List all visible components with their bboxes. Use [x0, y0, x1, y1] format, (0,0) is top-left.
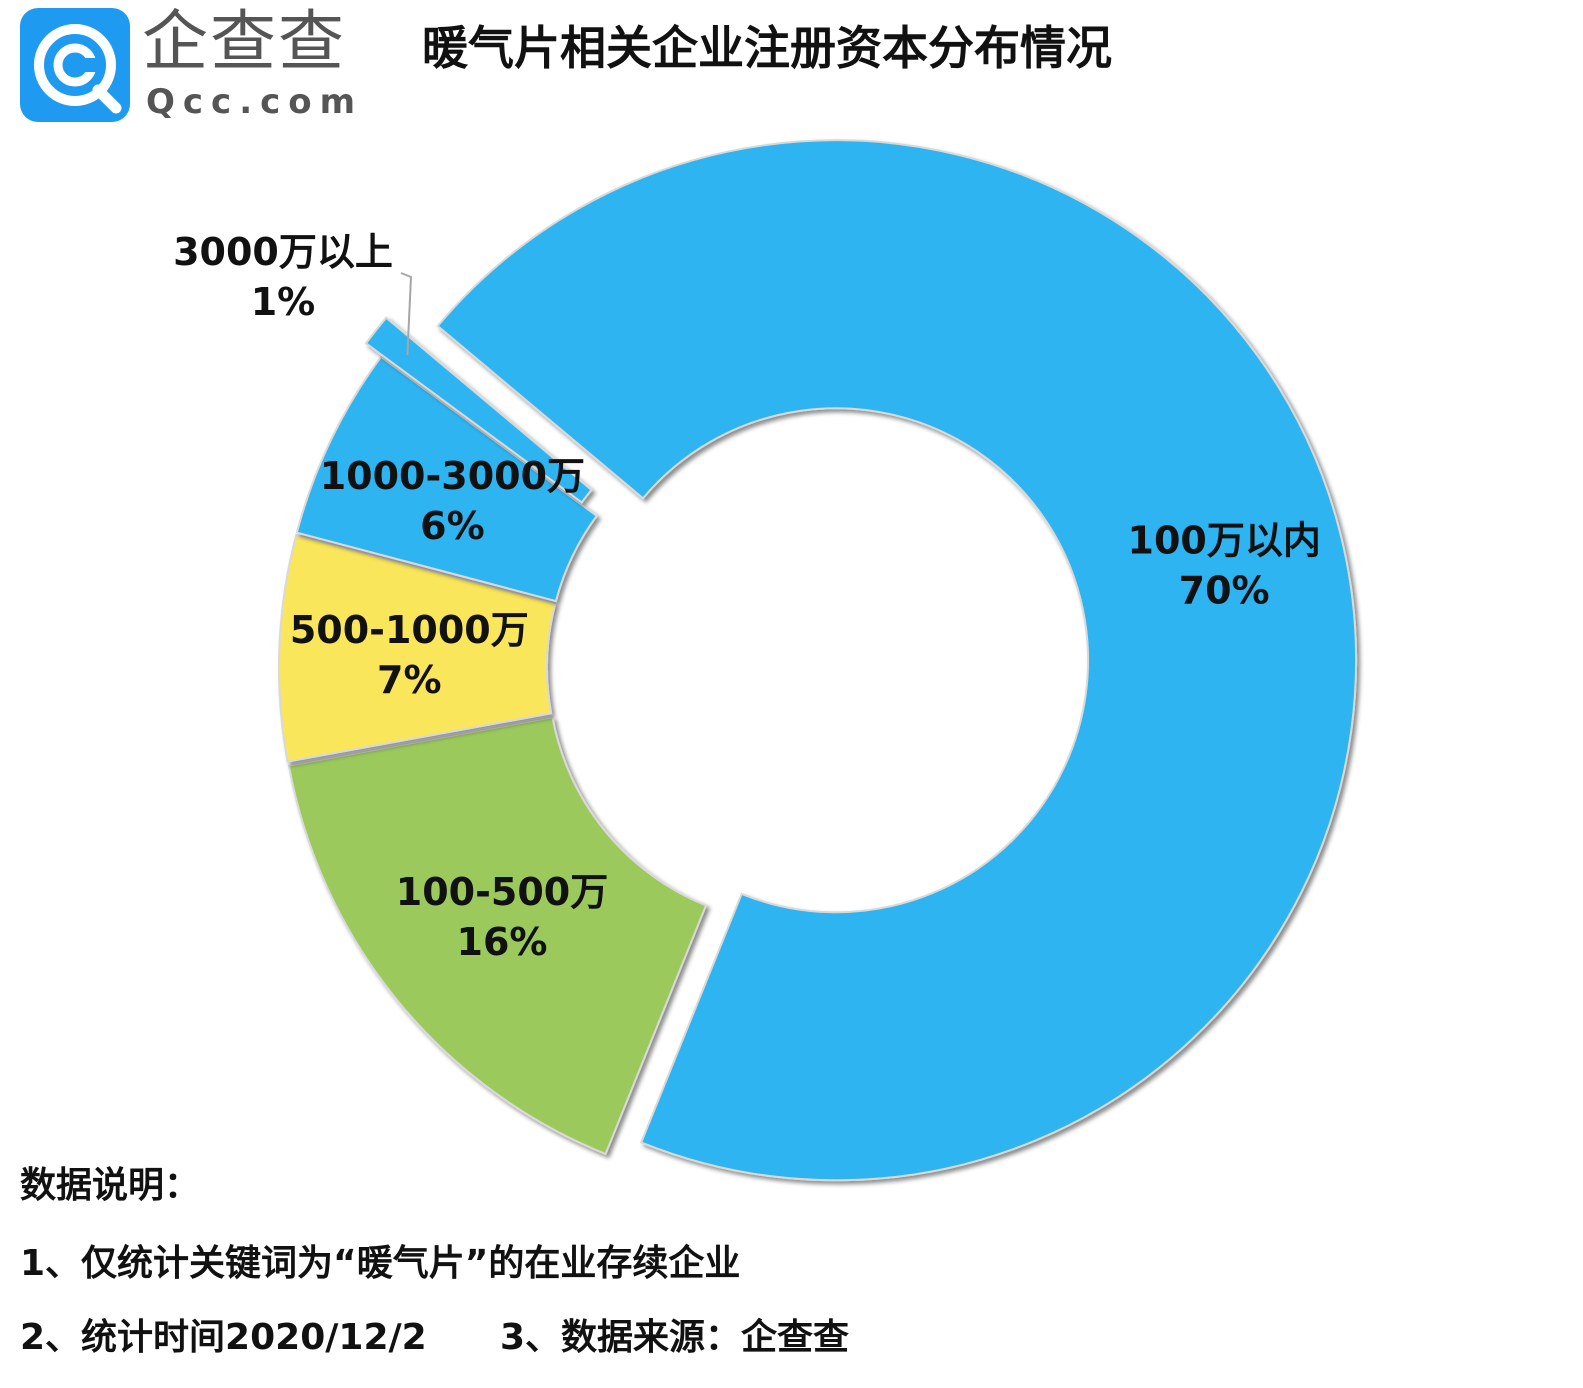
slice-value-2: 16%: [457, 920, 548, 964]
slice-value-1: 70%: [1179, 568, 1270, 612]
slice-label-3: 500-1000万: [290, 608, 529, 652]
chart-title: 暖气片相关企业注册资本分布情况: [422, 21, 1112, 75]
donut-slice-1: [436, 139, 1358, 1182]
slice-label-5: 3000万以上: [173, 230, 393, 274]
notes-line-1: 1、仅统计关键词为“暖气片”的在业存续企业: [20, 1243, 741, 1284]
brand-name-cn: 企查查: [142, 3, 346, 80]
brand-name-en: Qcc.com: [146, 82, 364, 122]
slice-label-2: 100-500万: [396, 870, 608, 914]
donut-slice-3: [278, 533, 557, 763]
slice-value-3: 7%: [377, 658, 442, 702]
notes-heading: 数据说明：: [20, 1165, 201, 1206]
slice-value-4: 6%: [420, 504, 485, 548]
donut-slice-4: [295, 355, 599, 603]
donut-slice-5: [364, 316, 593, 504]
notes-line-3: 3、数据来源：企查查: [500, 1317, 850, 1358]
leader-line-5: [400, 272, 413, 356]
notes-line-2: 2、统计时间2020/12/2: [20, 1317, 427, 1358]
donut-slice-2: [287, 716, 708, 1156]
slice-label-4: 1000-3000万: [320, 454, 585, 498]
slice-value-5: 1%: [251, 280, 316, 324]
qcc-logo-icon: [20, 8, 130, 122]
slice-label-1: 100万以内: [1128, 518, 1321, 562]
